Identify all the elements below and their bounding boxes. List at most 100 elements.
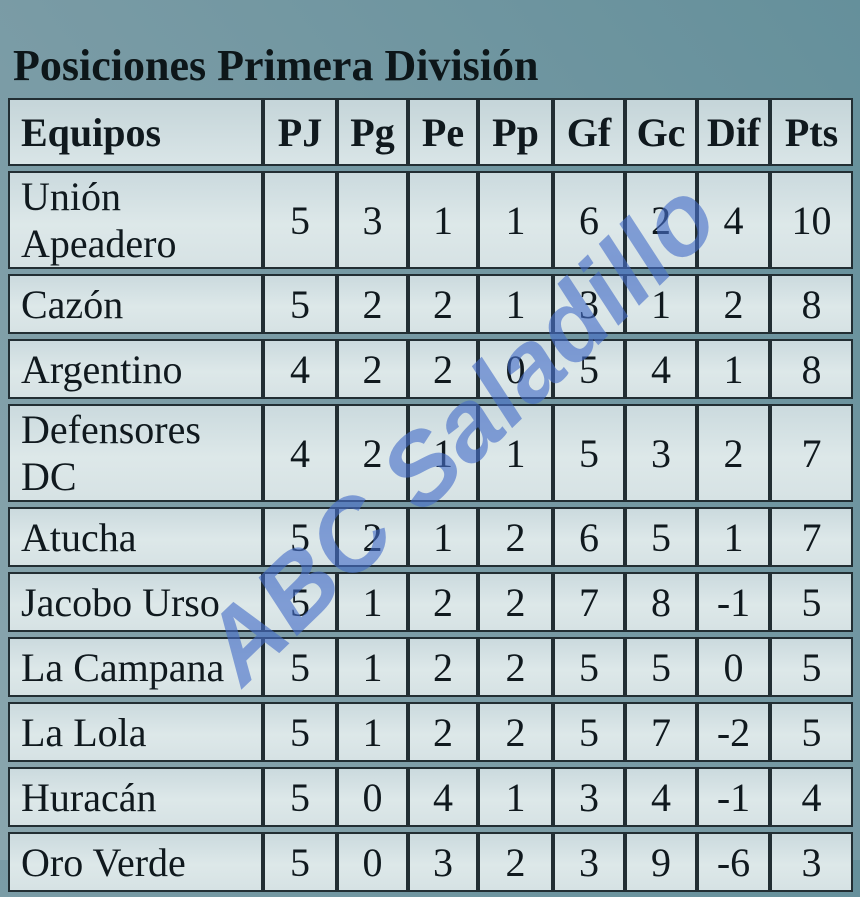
- stat-cell-pe: 1: [408, 507, 478, 567]
- stat-cell-pp: 2: [478, 702, 553, 762]
- stat-cell-dif: 2: [697, 274, 770, 334]
- team-name-cell: Oro Verde: [8, 832, 263, 892]
- stat-cell-dif: -2: [697, 702, 770, 762]
- col-header-dif: Dif: [697, 98, 770, 166]
- stat-cell-pe: 4: [408, 767, 478, 827]
- team-name-cell: Argentino: [8, 339, 263, 399]
- table-row: La Lola 5 1 2 2 5 7 -2 5: [8, 702, 853, 762]
- table-row: Huracán 5 0 4 1 3 4 -1 4: [8, 767, 853, 827]
- header-row: Equipos PJ Pg Pe Pp Gf Gc Dif Pts: [8, 98, 853, 166]
- stat-cell-dif: -6: [697, 832, 770, 892]
- stat-cell-pts: 10: [770, 171, 853, 269]
- stat-cell-gc: 4: [625, 767, 697, 827]
- stat-cell-pe: 3: [408, 832, 478, 892]
- stat-cell-gf: 3: [553, 274, 625, 334]
- stat-cell-pg: 1: [337, 637, 408, 697]
- stat-cell-pp: 1: [478, 171, 553, 269]
- stat-cell-gc: 3: [625, 404, 697, 502]
- stat-cell-gf: 5: [553, 637, 625, 697]
- stat-cell-pts: 4: [770, 767, 853, 827]
- stat-cell-pj: 5: [263, 637, 337, 697]
- stat-cell-gc: 9: [625, 832, 697, 892]
- col-header-pj: PJ: [263, 98, 337, 166]
- stat-cell-pe: 2: [408, 702, 478, 762]
- table-row: Atucha 5 2 1 2 6 5 1 7: [8, 507, 853, 567]
- stat-cell-pj: 5: [263, 767, 337, 827]
- stat-cell-pg: 1: [337, 702, 408, 762]
- stat-cell-gc: 1: [625, 274, 697, 334]
- stat-cell-pj: 4: [263, 339, 337, 399]
- stat-cell-gf: 3: [553, 767, 625, 827]
- stat-cell-pp: 2: [478, 507, 553, 567]
- stat-cell-gc: 5: [625, 507, 697, 567]
- team-name-cell: Jacobo Urso: [8, 572, 263, 632]
- stat-cell-pg: 2: [337, 274, 408, 334]
- stat-cell-gf: 5: [553, 339, 625, 399]
- stat-cell-dif: 1: [697, 339, 770, 399]
- stat-cell-pj: 5: [263, 171, 337, 269]
- team-name-cell: Huracán: [8, 767, 263, 827]
- stat-cell-gf: 6: [553, 507, 625, 567]
- stat-cell-gc: 2: [625, 171, 697, 269]
- stat-cell-pj: 5: [263, 572, 337, 632]
- stat-cell-pg: 1: [337, 572, 408, 632]
- stat-cell-pg: 0: [337, 767, 408, 827]
- stat-cell-pg: 0: [337, 832, 408, 892]
- stat-cell-pj: 5: [263, 274, 337, 334]
- stat-cell-pts: 8: [770, 339, 853, 399]
- team-name-cell: Unión Apeadero: [8, 171, 263, 269]
- stat-cell-pts: 3: [770, 832, 853, 892]
- col-header-pg: Pg: [337, 98, 408, 166]
- stat-cell-dif: 4: [697, 171, 770, 269]
- stat-cell-gf: 7: [553, 572, 625, 632]
- stat-cell-pts: 5: [770, 572, 853, 632]
- stat-cell-pp: 1: [478, 274, 553, 334]
- stat-cell-pts: 7: [770, 507, 853, 567]
- col-header-equipos: Equipos: [8, 98, 263, 166]
- stat-cell-pp: 1: [478, 404, 553, 502]
- team-name-cell: Atucha: [8, 507, 263, 567]
- team-name-cell: La Lola: [8, 702, 263, 762]
- col-header-gf: Gf: [553, 98, 625, 166]
- standings-table: Equipos PJ Pg Pe Pp Gf Gc Dif Pts Unión …: [8, 93, 853, 897]
- team-name-cell: Cazón: [8, 274, 263, 334]
- stat-cell-dif: 1: [697, 507, 770, 567]
- stat-cell-dif: 0: [697, 637, 770, 697]
- col-header-pe: Pe: [408, 98, 478, 166]
- page-title: Posiciones Primera División: [13, 41, 539, 90]
- stat-cell-pg: 2: [337, 339, 408, 399]
- stat-cell-pp: 2: [478, 637, 553, 697]
- stat-cell-dif: -1: [697, 767, 770, 827]
- col-header-gc: Gc: [625, 98, 697, 166]
- stat-cell-gf: 5: [553, 702, 625, 762]
- stat-cell-gc: 5: [625, 637, 697, 697]
- stat-cell-pts: 7: [770, 404, 853, 502]
- stat-cell-pj: 5: [263, 702, 337, 762]
- stat-cell-gc: 4: [625, 339, 697, 399]
- col-header-pts: Pts: [770, 98, 853, 166]
- stat-cell-pe: 2: [408, 339, 478, 399]
- stat-cell-pe: 1: [408, 171, 478, 269]
- stat-cell-dif: -1: [697, 572, 770, 632]
- team-name-cell: Defensores DC: [8, 404, 263, 502]
- stat-cell-pe: 2: [408, 572, 478, 632]
- stat-cell-pg: 3: [337, 171, 408, 269]
- stat-cell-pp: 2: [478, 572, 553, 632]
- stat-cell-pe: 2: [408, 274, 478, 334]
- stat-cell-gf: 6: [553, 171, 625, 269]
- stat-cell-pts: 8: [770, 274, 853, 334]
- stat-cell-pts: 5: [770, 702, 853, 762]
- stat-cell-gc: 7: [625, 702, 697, 762]
- stat-cell-gf: 3: [553, 832, 625, 892]
- table-row: Cazón 5 2 2 1 3 1 2 8: [8, 274, 853, 334]
- stat-cell-pts: 5: [770, 637, 853, 697]
- stat-cell-pj: 5: [263, 832, 337, 892]
- table-row: Defensores DC 4 2 1 1 5 3 2 7: [8, 404, 853, 502]
- table-row: Oro Verde 5 0 3 2 3 9 -6 3: [8, 832, 853, 892]
- stat-cell-pg: 2: [337, 404, 408, 502]
- stat-cell-pe: 1: [408, 404, 478, 502]
- stat-cell-gc: 8: [625, 572, 697, 632]
- stat-cell-pj: 5: [263, 507, 337, 567]
- stat-cell-dif: 2: [697, 404, 770, 502]
- table-row: La Campana 5 1 2 2 5 5 0 5: [8, 637, 853, 697]
